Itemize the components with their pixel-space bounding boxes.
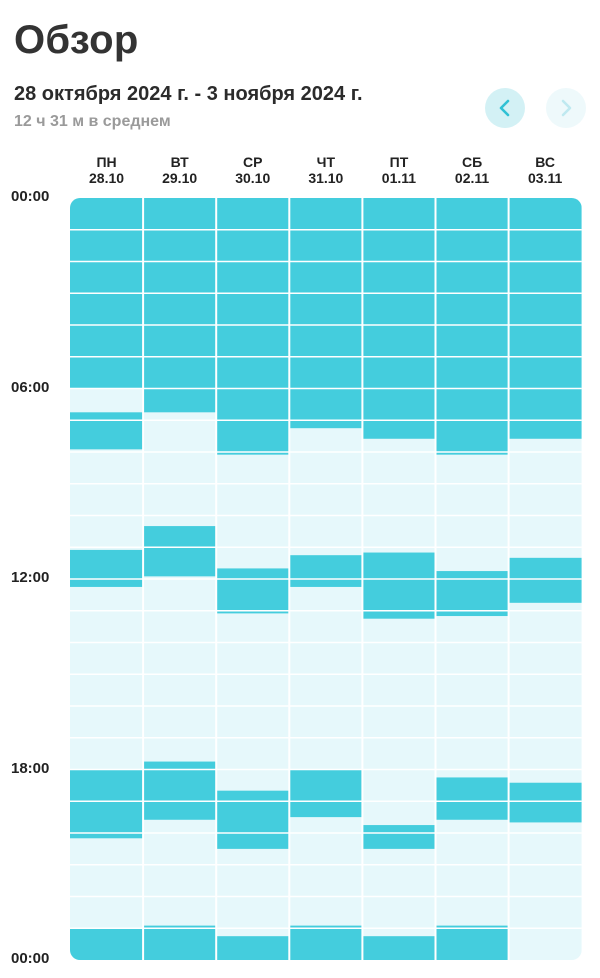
sleep-segment[interactable] xyxy=(216,198,290,455)
sleep-segment[interactable] xyxy=(216,936,290,960)
chevron-left-icon xyxy=(499,99,510,117)
time-axis-label: 06:00 xyxy=(11,378,50,396)
average-sleep: 12 ч 31 м в среднем xyxy=(14,113,171,130)
date-range: 28 октября 2024 г. - 3 ноября 2024 г. xyxy=(14,83,363,105)
sleep-segment[interactable] xyxy=(143,925,217,960)
sleep-segment[interactable] xyxy=(143,198,217,413)
day-header: ПТ 01.11 xyxy=(363,154,435,186)
day-header: ПН 28.10 xyxy=(71,154,143,186)
day-date-label: 01.11 xyxy=(381,170,417,186)
day-of-week-label: СР xyxy=(243,154,263,170)
day-date-label: 28.10 xyxy=(89,170,125,186)
sleep-segment[interactable] xyxy=(289,769,363,818)
day-header: ЧТ 31.10 xyxy=(290,154,362,186)
time-axis-label: 00:00 xyxy=(11,950,50,967)
day-header: СБ 02.11 xyxy=(436,154,508,186)
sleep-segment[interactable] xyxy=(362,825,436,849)
day-date-label: 31.10 xyxy=(308,170,344,186)
sleep-segment[interactable] xyxy=(435,925,509,960)
day-of-week-label: ЧТ xyxy=(316,154,336,170)
day-date-label: 29.10 xyxy=(162,170,198,186)
day-date-label: 03.11 xyxy=(528,170,563,186)
sleep-segment[interactable] xyxy=(362,552,436,619)
sleep-segment[interactable] xyxy=(216,790,290,849)
sleep-segment[interactable] xyxy=(70,549,144,587)
sleep-segment[interactable] xyxy=(289,198,363,429)
day-header: СР 30.10 xyxy=(217,154,289,186)
sleep-segment[interactable] xyxy=(289,555,363,587)
day-of-week-label: ВТ xyxy=(170,154,189,170)
sleep-segment[interactable] xyxy=(508,782,582,823)
sleep-segment[interactable] xyxy=(216,568,290,614)
next-week-button[interactable] xyxy=(546,88,586,128)
sleep-segment[interactable] xyxy=(70,412,144,450)
sleep-segment[interactable] xyxy=(435,198,509,455)
previous-week-button[interactable] xyxy=(485,88,525,128)
sleep-segment[interactable] xyxy=(362,198,436,439)
day-of-week-label: СБ xyxy=(461,154,483,170)
chevron-right-icon xyxy=(561,99,572,117)
day-date-label: 02.11 xyxy=(454,170,490,186)
sleep-segment[interactable] xyxy=(362,936,436,960)
time-axis-label: 18:00 xyxy=(11,759,50,777)
day-header: ВС 03.11 xyxy=(509,154,581,186)
sleep-segment[interactable] xyxy=(435,571,509,617)
sleep-segment[interactable] xyxy=(143,526,217,577)
sleep-segment[interactable] xyxy=(508,557,582,603)
day-of-week-label: ВС xyxy=(535,154,555,170)
day-of-week-label: ПН xyxy=(96,154,117,170)
sleep-segment[interactable] xyxy=(143,761,217,820)
page-title: Обзор xyxy=(14,18,139,62)
day-header: ВТ 29.10 xyxy=(144,154,216,186)
sleep-segment[interactable] xyxy=(289,925,363,960)
sleep-segment[interactable] xyxy=(435,777,509,820)
day-date-label: 30.10 xyxy=(235,170,271,186)
time-axis-label: 00:00 xyxy=(11,188,50,205)
sleep-segment[interactable] xyxy=(70,928,144,960)
day-of-week-label: ПТ xyxy=(389,154,409,170)
time-axis-label: 12:00 xyxy=(11,569,50,586)
sleep-segment[interactable] xyxy=(70,769,144,839)
sleep-segment[interactable] xyxy=(508,198,582,439)
